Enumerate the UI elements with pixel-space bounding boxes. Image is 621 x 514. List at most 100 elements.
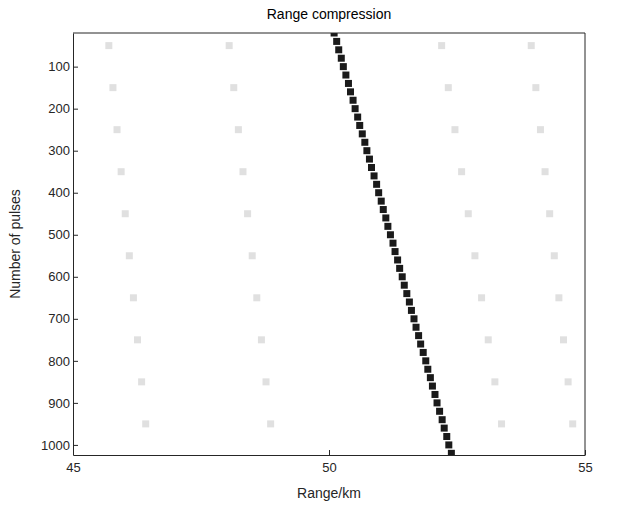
point [401,282,408,289]
tick: 800 [48,354,78,369]
point [114,126,121,133]
series [105,42,149,427]
tick-label: 45 [66,460,80,475]
point [438,42,445,49]
point [118,168,125,175]
tick-label: 1000 [41,438,70,453]
point [373,181,380,188]
tick-mark [73,151,78,152]
point [356,122,363,129]
x-axis: 455055 [66,450,592,475]
point [491,378,498,385]
tick-mark [585,450,586,455]
point [436,408,443,415]
tick-label: 200 [48,101,70,116]
point [396,265,403,272]
point [230,84,237,91]
point [431,391,438,398]
point [415,332,422,339]
point [569,420,576,427]
point [380,206,387,213]
point [142,420,149,427]
point [560,336,567,343]
point [445,441,452,448]
tick: 600 [48,269,78,284]
point [342,72,349,79]
point [394,256,401,263]
tick-mark [329,450,330,455]
tick-label: 500 [48,227,70,242]
point [368,164,375,171]
tick-mark [73,277,78,278]
point [239,168,246,175]
point [130,294,137,301]
tick-mark [73,193,78,194]
tick: 200 [48,101,78,116]
point [387,231,394,238]
tick-label: 700 [48,311,70,326]
point [109,84,116,91]
tick-label: 600 [48,269,70,284]
point [458,168,465,175]
point [406,299,413,306]
tick: 900 [48,396,78,411]
point [363,147,370,154]
point [366,156,373,163]
point [451,126,458,133]
point [443,433,450,440]
point [267,420,274,427]
point [427,374,434,381]
tick-label: 800 [48,354,70,369]
point [441,425,448,432]
tick-label: 900 [48,396,70,411]
point [448,450,455,455]
axis-line [73,34,74,456]
point [537,126,544,133]
point [263,378,270,385]
point [361,139,368,146]
marks [105,33,576,455]
point [555,294,562,301]
point [350,97,357,104]
point [384,223,391,230]
title: Range compression [267,6,392,22]
tick-label: 100 [48,59,70,74]
point [403,290,410,297]
tick-mark [73,67,78,68]
point [410,315,417,322]
point [408,307,415,314]
point [424,366,431,373]
axis-line [74,455,586,456]
frame [585,33,586,455]
tick-label: 300 [48,143,70,158]
tick-mark [73,445,78,446]
frame [73,33,585,34]
point [340,63,347,70]
point [338,55,345,62]
point [532,84,539,91]
point [429,383,436,390]
point [126,252,133,259]
point [471,252,478,259]
series [226,42,274,427]
x-axis-title: Range/km [297,485,361,501]
point [422,357,429,364]
point [253,294,260,301]
point [439,416,446,423]
point [354,114,361,121]
tick: 700 [48,311,78,326]
point [485,336,492,343]
point [105,42,112,49]
point [335,46,342,53]
point [375,189,382,196]
y-axis: 100 200 300 400 500 600 700 800 900 1000 [41,34,78,456]
tick: 400 [48,185,78,200]
point [333,38,340,45]
tick: 55 [578,450,592,475]
point [359,130,366,137]
point [498,420,505,427]
tick-label: 400 [48,185,70,200]
point [413,324,420,331]
point [331,33,338,37]
point [465,210,472,217]
